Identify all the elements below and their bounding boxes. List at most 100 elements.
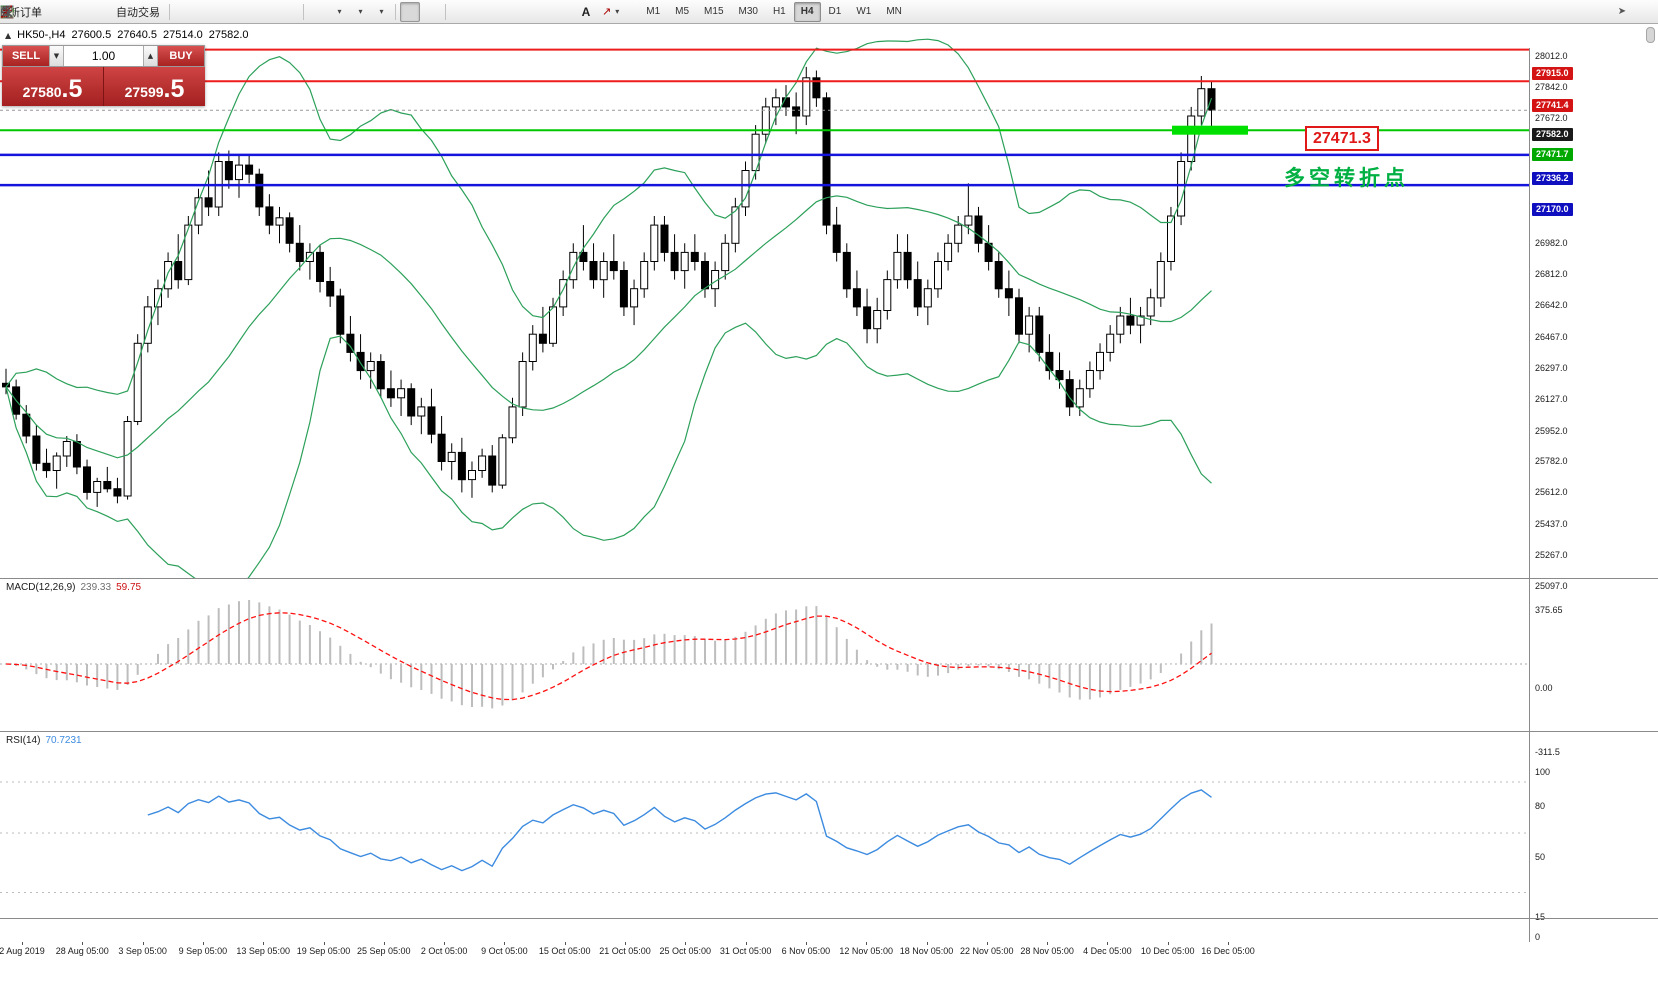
time-label: 4 Dec 05:00 — [1083, 946, 1132, 956]
horizontal-line-tool-button[interactable] — [0, 2, 491, 22]
volume-down-button[interactable]: ▼ — [49, 46, 64, 66]
collapse-panel-icon[interactable]: ▲ — [5, 30, 12, 40]
vertical-line-tool-button[interactable] — [5, 2, 470, 22]
shapes-tool-button[interactable] — [0, 2, 575, 22]
macd-panel-svg[interactable] — [0, 579, 1529, 731]
symbol-header: ▲ HK50-,H4 27600.5 27640.5 27514.0 27582… — [5, 29, 249, 41]
toolbar-separator — [395, 3, 396, 20]
time-label: 22 Nov 05:00 — [960, 946, 1014, 956]
crosshair-tool-button[interactable] — [0, 2, 441, 22]
time-tick — [22, 942, 23, 945]
timeframe-button-h1[interactable]: H1 — [772, 6, 786, 17]
alert-button[interactable] — [1, 2, 68, 22]
autotrading-button[interactable]: 自动交易 — [2, 2, 165, 22]
sell-price-big: .5 — [61, 75, 83, 103]
period-button[interactable]: ▾ — [1, 2, 370, 22]
rsi-name: RSI(14) — [6, 735, 41, 746]
main-toolbar: 新订单 自动交易 ▾ ▾ ▾ — [0, 0, 1658, 24]
time-tick — [926, 942, 928, 945]
trendline-tool-button[interactable] — [0, 2, 512, 22]
sell-price-tile[interactable]: 27580.5 — [2, 67, 103, 106]
price-tick: 15 — [1535, 911, 1546, 922]
time-label: 25 Sep 05:00 — [357, 946, 411, 956]
macd-value-signal: 59.75 — [116, 582, 142, 593]
price-tick: 25612.0 — [1535, 487, 1568, 498]
time-axis[interactable]: 2 Aug 2019 28 Aug 05:00 3 Sep 05:00 9 Sep 0… — [0, 942, 1658, 962]
macd-label: MACD(12,26,9) 239.33 59.75 — [6, 582, 141, 593]
timeframe-button-h4[interactable]: H4 — [793, 1, 821, 22]
rsi-panel-svg[interactable] — [0, 732, 1529, 918]
arrows-tool-button[interactable]: ↗ ▾ — [597, 2, 624, 22]
line-chart-button[interactable] — [0, 2, 236, 22]
time-label: 13 Sep 05:00 — [236, 946, 290, 956]
chevron-down-icon: ▾ — [379, 7, 384, 16]
scrollbar-thumb[interactable] — [1646, 27, 1655, 43]
price-axis[interactable]: 28012.0 27842.0 27672.0 26982.0 26812.0 26642… — [1529, 48, 1658, 960]
price-tick: 0 — [1535, 932, 1541, 942]
community-button[interactable] — [1, 2, 110, 22]
price-tick: 25952.0 — [1535, 425, 1568, 436]
time-label: 16 Dec 05:00 — [1201, 946, 1255, 956]
macd-name: MACD(12,26,9) — [6, 582, 76, 593]
timeframe-button-m1[interactable]: M1 — [646, 6, 661, 17]
time-tick — [323, 942, 325, 945]
zoom-in-button[interactable] — [1, 2, 257, 22]
timeframe-button-w1[interactable]: W1 — [856, 6, 872, 17]
volume-input[interactable]: 1.00 — [64, 46, 143, 66]
price-callout-label[interactable]: 27471.3 — [1305, 126, 1379, 151]
panel-separator[interactable] — [0, 578, 1658, 579]
sell-button[interactable]: SELL — [3, 46, 49, 66]
text-tool-button[interactable]: A — [576, 2, 596, 22]
time-tick — [685, 942, 687, 945]
search-button[interactable] — [1, 2, 1654, 22]
symbol-name: HK50-,H4 — [17, 29, 66, 41]
tile-windows-button[interactable] — [0, 2, 299, 22]
price-chart-svg[interactable] — [0, 24, 1529, 578]
fibonacci-tool-button[interactable] — [0, 2, 554, 22]
timeframe-button-d1[interactable]: D1 — [828, 6, 842, 17]
chevron-down-icon: ▾ — [615, 7, 620, 16]
time-label: 10 Dec 05:00 — [1140, 946, 1195, 956]
timeframe-button-m30[interactable]: M30 — [738, 6, 758, 17]
new-order-label: 新订单 — [9, 6, 42, 19]
bar-chart-button[interactable] — [1, 2, 194, 22]
buy-price-tile[interactable]: 27599.5 — [103, 67, 205, 106]
chart-window: MACD(12,26,9) 239.33 59.75 RSI(14) 70.7231 … — [0, 24, 1658, 991]
add-indicator-button[interactable]: ▾ — [0, 2, 349, 22]
panel-separator[interactable] — [0, 731, 1658, 732]
time-label: 28 Aug 05:00 — [55, 946, 109, 956]
indicator-list-button[interactable] — [0, 2, 328, 22]
turning-point-annotation[interactable]: 多空转折点 — [1284, 167, 1409, 190]
price-tick: 25437.0 — [1535, 519, 1568, 530]
volume-up-button[interactable]: ▲ — [143, 46, 158, 66]
chevron-down-icon: ▾ — [337, 7, 342, 16]
price-line-label: 27170.0 — [1532, 202, 1573, 216]
price-tick: 375.65 — [1535, 605, 1563, 615]
timeframe-button-m15[interactable]: M15 — [704, 6, 724, 17]
cursor-tool-button[interactable] — [3, 1, 420, 22]
price-tick: 27842.0 — [1535, 81, 1568, 92]
price-tick: 28012.0 — [1535, 51, 1568, 61]
candlestick-chart-button[interactable] — [2, 2, 215, 22]
text-icon: A — [581, 4, 591, 19]
timeframe-button-mn[interactable]: MN — [886, 6, 902, 17]
time-label: 2 Oct 05:00 — [420, 946, 468, 956]
toolbar-separator — [169, 3, 170, 20]
price-tick: 25782.0 — [1535, 456, 1568, 467]
time-label: 9 Oct 05:00 — [481, 946, 528, 956]
price-tick: 25267.0 — [1535, 550, 1568, 561]
time-label: 28 Nov 05:00 — [1020, 946, 1074, 956]
buy-button[interactable]: BUY — [158, 46, 204, 66]
pointer-mode-button[interactable]: ➤ — [1612, 2, 1632, 22]
price-tick: 26127.0 — [1535, 393, 1568, 404]
time-tick — [1228, 942, 1229, 945]
channel-tool-button[interactable] — [0, 2, 533, 22]
chart-window-button[interactable] — [0, 2, 89, 22]
timeframe-button-m5[interactable]: M5 — [675, 6, 690, 17]
zoom-out-button[interactable] — [1, 2, 278, 22]
toolbar-separator — [445, 3, 446, 20]
template-button[interactable]: ▾ — [0, 2, 391, 22]
autotrading-label: 自动交易 — [116, 6, 160, 19]
price-tick: 0.00 — [1535, 683, 1553, 693]
time-tick — [383, 942, 385, 945]
